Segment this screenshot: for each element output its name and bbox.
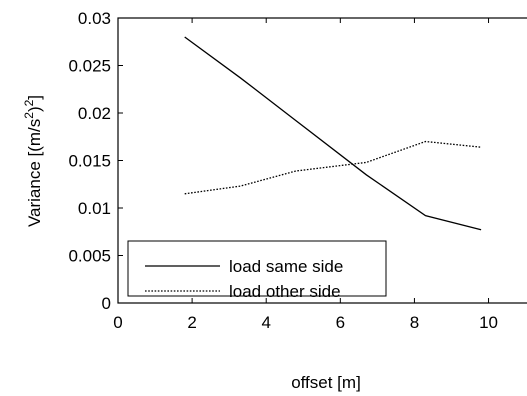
y-axis-label: Variance [(m/s2)2] [22,95,44,227]
y-tick-label: 0.01 [78,199,111,218]
y-tick-label: 0.025 [68,57,111,76]
y-axis-label-part: ) [25,106,44,112]
legend-label-load-other-side: load other side [229,282,341,301]
legend-box [127,240,387,297]
y-axis-label-part: Variance [(m/s [25,119,44,227]
y-tick-label: 0 [102,294,111,313]
x-tick-label: 0 [113,313,122,332]
x-axis: 0 2 4 6 8 10 [113,18,498,332]
y-tick-label: 0.02 [78,104,111,123]
y-tick-label: 0.015 [68,152,111,171]
x-tick-label: 10 [479,313,498,332]
y-axis: 0 0.005 0.01 0.015 0.02 0.025 0.03 [68,9,123,313]
y-axis-label-superscript: 2 [22,99,36,106]
x-tick-label: 8 [410,313,419,332]
x-axis-label: offset [m] [291,373,361,392]
y-axis-label-superscript: 2 [22,112,36,119]
x-tick-label: 4 [261,313,270,332]
legend: load same side load other side [127,240,387,301]
y-tick-label: 0.005 [68,247,111,266]
x-tick-label: 2 [187,313,196,332]
y-tick-label: 0.03 [78,9,111,28]
legend-label-load-same-side: load same side [229,257,343,276]
series-line-load-other-side [184,140,482,195]
y-axis-label-part: ] [25,95,44,100]
series-lines [184,36,482,231]
x-tick-label: 6 [336,313,345,332]
series-line-load-same-side [184,36,482,231]
